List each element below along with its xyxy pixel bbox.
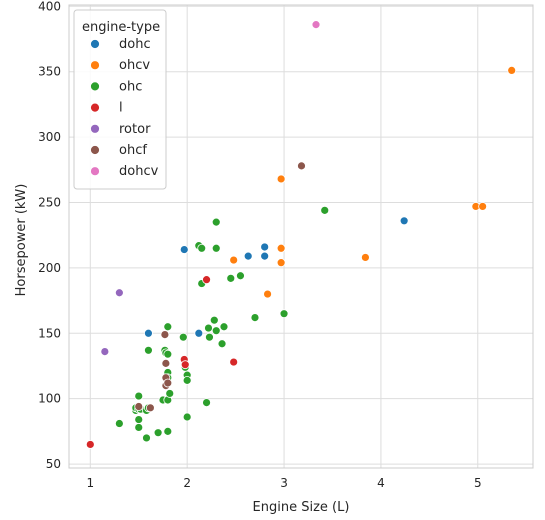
data-point-ohcv xyxy=(276,243,286,253)
data-point-l xyxy=(85,440,95,449)
y-tick-label: 150 xyxy=(38,326,61,340)
legend-label-ohc: ohc xyxy=(119,79,142,94)
data-point-ohcv xyxy=(276,174,286,184)
legend-items: dohc ohcv ohc l rotor ohcf dohcv xyxy=(90,37,159,179)
data-point-ohc xyxy=(236,271,245,281)
data-point-ohcf xyxy=(161,358,171,368)
data-point-ohc xyxy=(163,349,173,359)
data-point-ohc xyxy=(163,322,173,332)
x-axis-ticks: 1 2 3 4 5 xyxy=(86,476,481,490)
data-point-ohcv xyxy=(361,253,370,262)
y-axis-ticks: 50 100 150 200 250 300 350 400 xyxy=(38,0,61,471)
data-point-ohc xyxy=(226,273,236,283)
data-point-ohc xyxy=(153,428,163,438)
data-point-ohc xyxy=(211,326,221,336)
data-point-ohcv xyxy=(276,258,286,268)
data-point-ohcf xyxy=(163,378,173,388)
y-tick-label: 400 xyxy=(38,0,61,13)
data-point-ohc xyxy=(219,322,229,332)
y-tick-label: 200 xyxy=(38,261,61,275)
plot-frame xyxy=(68,4,534,469)
data-point-l xyxy=(202,275,211,285)
data-point-ohc xyxy=(205,332,214,342)
legend-marker-ohc xyxy=(90,81,100,92)
data-point-ohcf xyxy=(145,403,155,413)
data-point-rotor xyxy=(100,347,110,356)
legend-marker-rotor xyxy=(90,123,100,134)
legend-box xyxy=(73,9,167,190)
data-point-ohcf xyxy=(297,161,306,171)
legend-label-l: l xyxy=(119,101,123,116)
legend-marker-ohcf xyxy=(90,145,100,155)
data-points xyxy=(85,20,517,449)
data-point-ohc xyxy=(320,205,330,215)
data-point-ohcv xyxy=(478,202,488,211)
x-tick-label: 1 xyxy=(86,476,94,490)
data-point-ohc xyxy=(182,412,192,422)
data-point-ohc xyxy=(202,398,211,408)
data-point-ohc xyxy=(114,419,124,428)
data-point-ohc xyxy=(178,332,188,342)
data-point-ohc xyxy=(209,315,219,325)
data-point-ohc xyxy=(144,345,153,355)
data-point-dohc xyxy=(260,251,270,261)
data-point-ohc xyxy=(211,217,221,227)
legend-label-dohcv: dohcv xyxy=(119,164,159,179)
legend-marker-ohcv xyxy=(90,60,100,71)
data-point-dohc xyxy=(260,242,270,252)
legend-marker-dohcv xyxy=(90,166,100,177)
data-point-ohc xyxy=(134,415,144,425)
data-point-ohcv xyxy=(229,255,239,265)
plot-border xyxy=(68,4,534,469)
data-point-ohcf xyxy=(160,330,170,339)
data-point-dohc xyxy=(194,328,204,338)
legend-marker-l xyxy=(90,102,100,113)
y-tick-label: 100 xyxy=(38,392,61,406)
x-tick-label: 5 xyxy=(474,476,482,490)
data-point-l xyxy=(229,357,239,367)
data-point-ohcv xyxy=(263,289,272,299)
data-point-dohc xyxy=(144,328,153,338)
y-tick-label: 250 xyxy=(38,195,61,209)
data-point-ohc xyxy=(134,391,144,401)
x-tick-label: 2 xyxy=(183,476,191,490)
data-point-ohc xyxy=(217,339,227,349)
data-point-dohc xyxy=(179,245,189,254)
legend-marker-dohc xyxy=(90,39,100,49)
x-tick-label: 3 xyxy=(280,476,288,490)
legend-label-ohcf: ohcf xyxy=(119,143,147,158)
data-point-dohcv xyxy=(311,20,321,30)
data-point-ohc xyxy=(279,309,289,319)
legend: engine-type dohc ohcv ohc l rotor ohcf dohcv xyxy=(73,9,167,190)
data-point-ohcv xyxy=(507,65,517,75)
data-point-ohc xyxy=(165,389,175,398)
x-axis-label: Engine Size (L) xyxy=(253,500,350,515)
data-point-l xyxy=(180,360,190,370)
data-point-ohcf xyxy=(134,402,144,411)
data-point-rotor xyxy=(114,288,124,298)
legend-label-rotor: rotor xyxy=(119,122,151,137)
y-tick-label: 350 xyxy=(38,65,61,79)
data-point-ohc xyxy=(163,426,173,436)
x-tick-label: 4 xyxy=(377,476,385,490)
y-tick-label: 300 xyxy=(38,130,61,144)
data-point-ohc xyxy=(211,243,221,253)
data-point-ohc xyxy=(250,313,260,322)
data-point-ohc xyxy=(204,323,213,333)
legend-label-ohcv: ohcv xyxy=(119,58,150,73)
data-point-ohc xyxy=(197,243,207,253)
data-point-dohc xyxy=(399,216,409,226)
legend-title: engine-type xyxy=(82,20,160,35)
data-point-dohc xyxy=(243,251,253,261)
data-point-ohc xyxy=(134,423,144,432)
data-point-ohc xyxy=(142,433,151,443)
data-point-ohc xyxy=(182,375,192,385)
y-tick-label: 50 xyxy=(46,457,61,471)
legend-label-dohc: dohc xyxy=(119,37,151,52)
y-axis-label: Horsepower (kW) xyxy=(14,184,29,297)
